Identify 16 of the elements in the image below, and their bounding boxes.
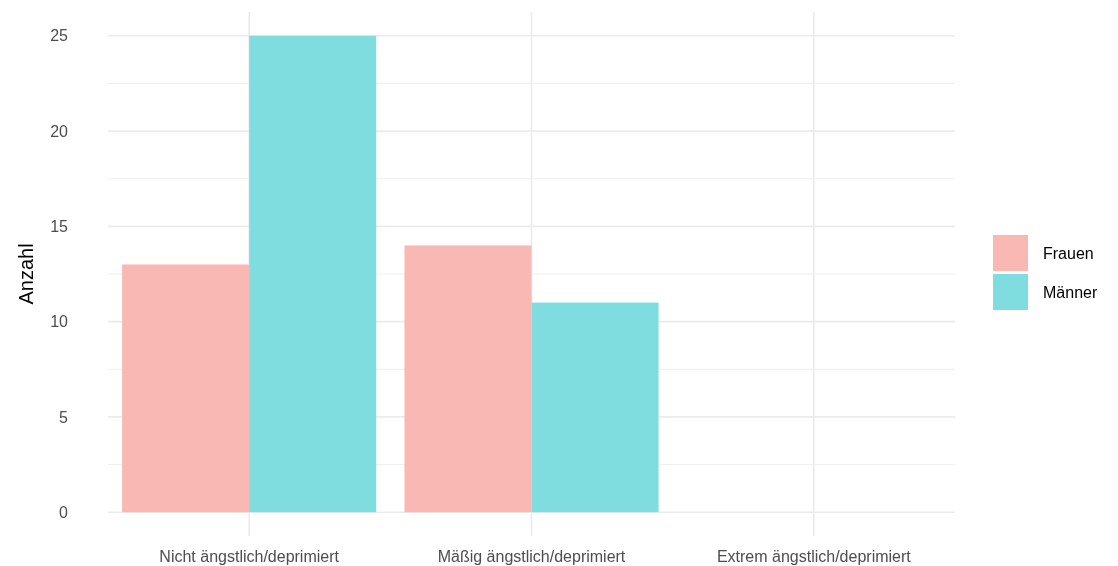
bar bbox=[404, 245, 532, 513]
bar bbox=[249, 35, 377, 513]
bar bbox=[531, 302, 659, 513]
y-axis-title: Anzahl bbox=[15, 243, 37, 305]
y-tick-label: 25 bbox=[50, 27, 69, 45]
x-tick-label: Mäßig ängstlich/deprimiert bbox=[437, 548, 626, 565]
legend-label: Männer bbox=[1043, 283, 1098, 301]
y-tick-label: 10 bbox=[50, 313, 69, 331]
y-tick-label: 15 bbox=[50, 217, 69, 235]
x-tick-label: Nicht ängstlich/deprimiert bbox=[159, 548, 340, 565]
legend-label: Frauen bbox=[1043, 244, 1094, 262]
y-tick-label: 5 bbox=[59, 408, 69, 426]
bar bbox=[122, 264, 250, 513]
y-tick-label: 20 bbox=[50, 122, 69, 140]
x-tick-label: Extrem ängstlich/deprimiert bbox=[716, 548, 912, 565]
y-tick-label: 0 bbox=[59, 503, 69, 521]
